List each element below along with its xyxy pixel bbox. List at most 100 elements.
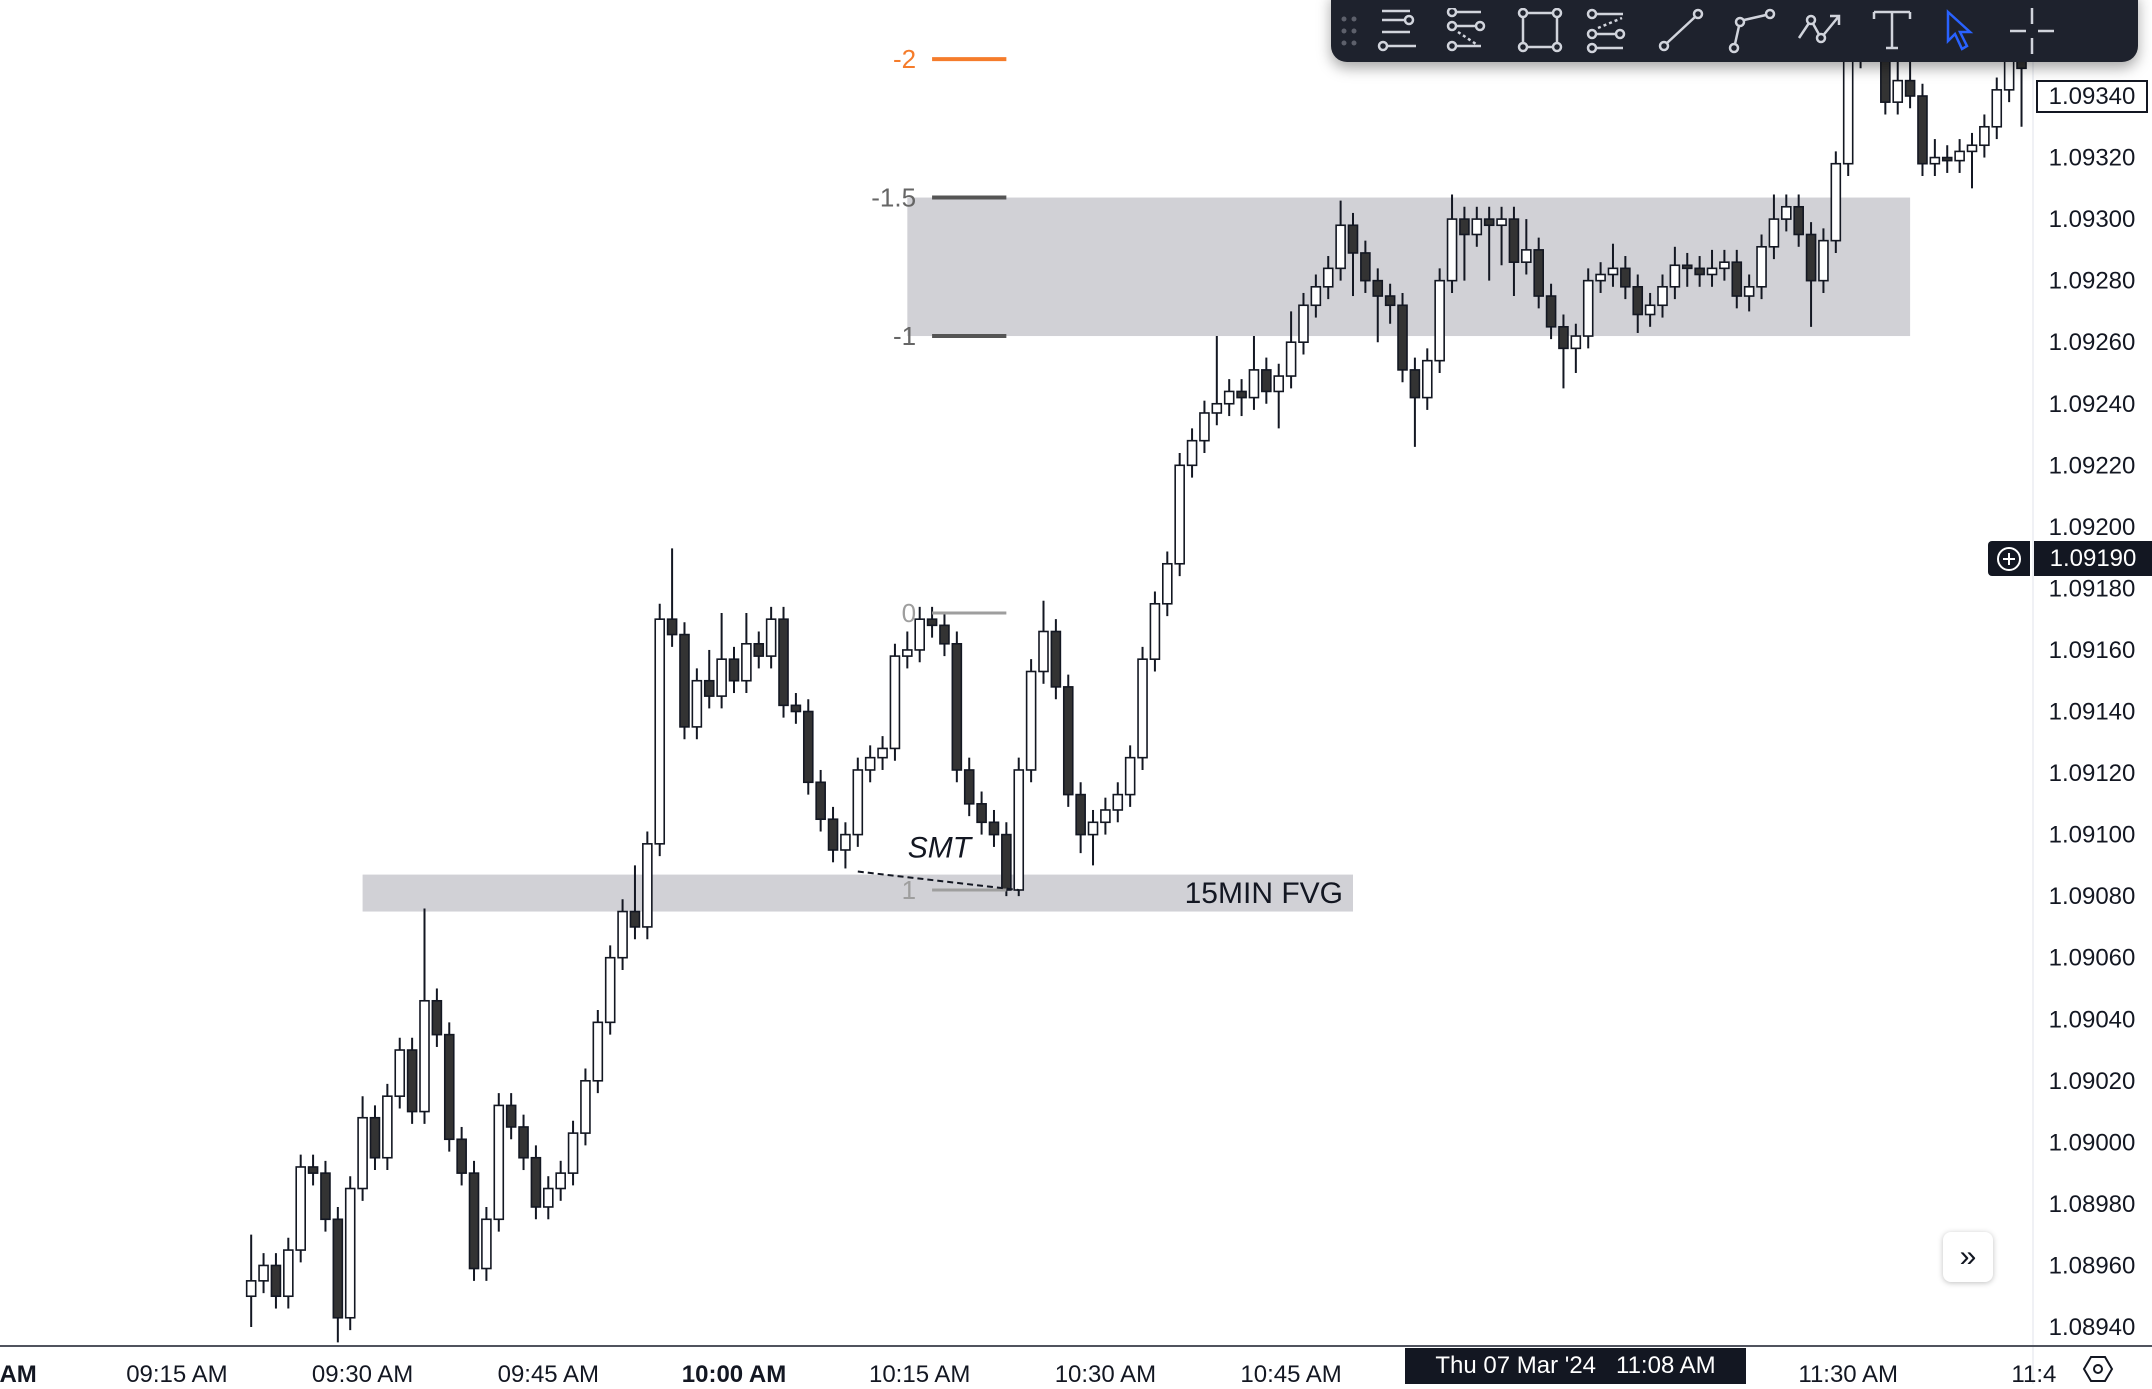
candle: [642, 831, 653, 940]
candle-body: [840, 833, 851, 851]
time-axis[interactable]: 9:00 AM 09:15 AM 09:30 AM 09:45 AM 10:00 AM 1…: [0, 1361, 2056, 1384]
candle: [1607, 243, 1619, 287]
candle: [456, 1126, 467, 1186]
candle: [1223, 379, 1235, 417]
candle-body: [1496, 218, 1507, 227]
candle: [951, 631, 963, 783]
candle: [567, 1120, 579, 1186]
add-alert-button[interactable]: [1988, 541, 2030, 576]
candle-body: [1917, 95, 1928, 165]
tool-cursor[interactable]: [1927, 1, 1997, 61]
time-tick-label: 10:30 AM: [1055, 1361, 1156, 1384]
candle: [802, 699, 814, 795]
candle: [1558, 314, 1569, 389]
candle: [1756, 234, 1767, 300]
price-axis[interactable]: 1.09320 1.09300 1.09280 1.09260 1.09240 1.092…: [2049, 145, 2136, 1341]
price-tick-label: 1.09180: [2049, 575, 2136, 602]
scroll-to-realtime-button[interactable]: »: [1943, 1232, 1993, 1282]
zone-rectangle[interactable]: [362, 874, 1354, 912]
candle-body: [765, 618, 777, 657]
candle-body: [369, 1116, 381, 1159]
candle-body: [902, 649, 913, 657]
price-tick-label: 1.09060: [2049, 945, 2136, 972]
candle-body: [245, 1280, 257, 1298]
candle-body: [1174, 464, 1185, 565]
tool-fib-retracement[interactable]: [1367, 1, 1437, 61]
toolbar-grip[interactable]: [1331, 1, 1367, 61]
tool-fib-channel[interactable]: [1437, 1, 1507, 61]
candle: [679, 622, 690, 740]
double-chevron-right-icon: »: [1959, 1240, 1977, 1273]
candle: [728, 646, 740, 694]
candle-body: [1929, 156, 1941, 165]
candle: [1917, 83, 1928, 177]
candle-body: [1941, 156, 1953, 162]
tool-parallel-channel[interactable]: [1577, 1, 1647, 61]
candle: [530, 1145, 542, 1220]
tool-rectangle[interactable]: [1507, 1, 1577, 61]
candle-body: [914, 618, 926, 651]
trend-line-icon: [1658, 8, 1704, 52]
candle-body: [443, 1033, 455, 1141]
candle: [1719, 249, 1730, 281]
candle-body: [1904, 79, 1916, 97]
fib-level-label: 0: [902, 598, 916, 628]
candle: [666, 548, 678, 647]
candle: [580, 1068, 591, 1146]
candle: [332, 1206, 344, 1343]
candle: [443, 1022, 455, 1152]
price-tick-label: 1.08960: [2049, 1252, 2136, 1279]
candle-body: [493, 1104, 505, 1221]
candle: [1112, 782, 1124, 823]
zone-label: 15MIN FVG: [1185, 877, 1343, 910]
price-tick-label: 1.09320: [2049, 145, 2136, 172]
candle: [283, 1237, 294, 1309]
candle-body: [852, 769, 864, 836]
candle-body: [629, 910, 641, 928]
tool-trend-line[interactable]: [1647, 1, 1717, 61]
price-tick-label: 1.08940: [2049, 1314, 2136, 1341]
candle-body: [419, 999, 430, 1113]
tool-text[interactable]: [1857, 1, 1927, 61]
tool-polyline-arrow[interactable]: [1787, 1, 1857, 61]
candle: [840, 822, 851, 869]
candle-body: [1285, 341, 1297, 377]
candle: [1087, 809, 1099, 866]
price-tick-label: 1.08980: [2049, 1191, 2136, 1218]
candle: [1360, 240, 1371, 293]
candle: [369, 1105, 381, 1171]
crosshair-icon: [2010, 8, 2054, 54]
candle: [1620, 256, 1631, 300]
candle: [382, 1083, 393, 1171]
tool-path[interactable]: [1717, 1, 1787, 61]
candle: [1162, 551, 1173, 617]
zone-rectangle[interactable]: [907, 197, 1911, 337]
candle-body: [1842, 55, 1854, 165]
candle-body: [1657, 286, 1668, 307]
candle: [1582, 268, 1594, 349]
candle-body: [295, 1166, 307, 1251]
candle-body: [468, 1172, 480, 1270]
candle: [1236, 379, 1247, 417]
candle-body: [642, 843, 653, 928]
candle: [654, 603, 666, 857]
candle-body: [1025, 670, 1037, 771]
price-tick-label: 1.09300: [2049, 206, 2136, 233]
tool-crosshair[interactable]: [1997, 1, 2067, 61]
candle-body: [1038, 630, 1049, 673]
candle-body: [1582, 279, 1594, 337]
candle: [765, 606, 777, 669]
axis-settings-button[interactable]: [2082, 1354, 2114, 1384]
candle-body: [505, 1104, 517, 1128]
candle: [1372, 268, 1384, 343]
candle-body: [939, 624, 950, 645]
candle: [902, 631, 913, 669]
candle-body: [1459, 218, 1470, 236]
candle: [617, 899, 628, 971]
candle-body: [728, 658, 740, 682]
candle-body: [827, 818, 839, 851]
price-tick-label: 1.09260: [2049, 329, 2136, 356]
candle: [1273, 363, 1285, 429]
path-icon: [1728, 8, 1776, 54]
